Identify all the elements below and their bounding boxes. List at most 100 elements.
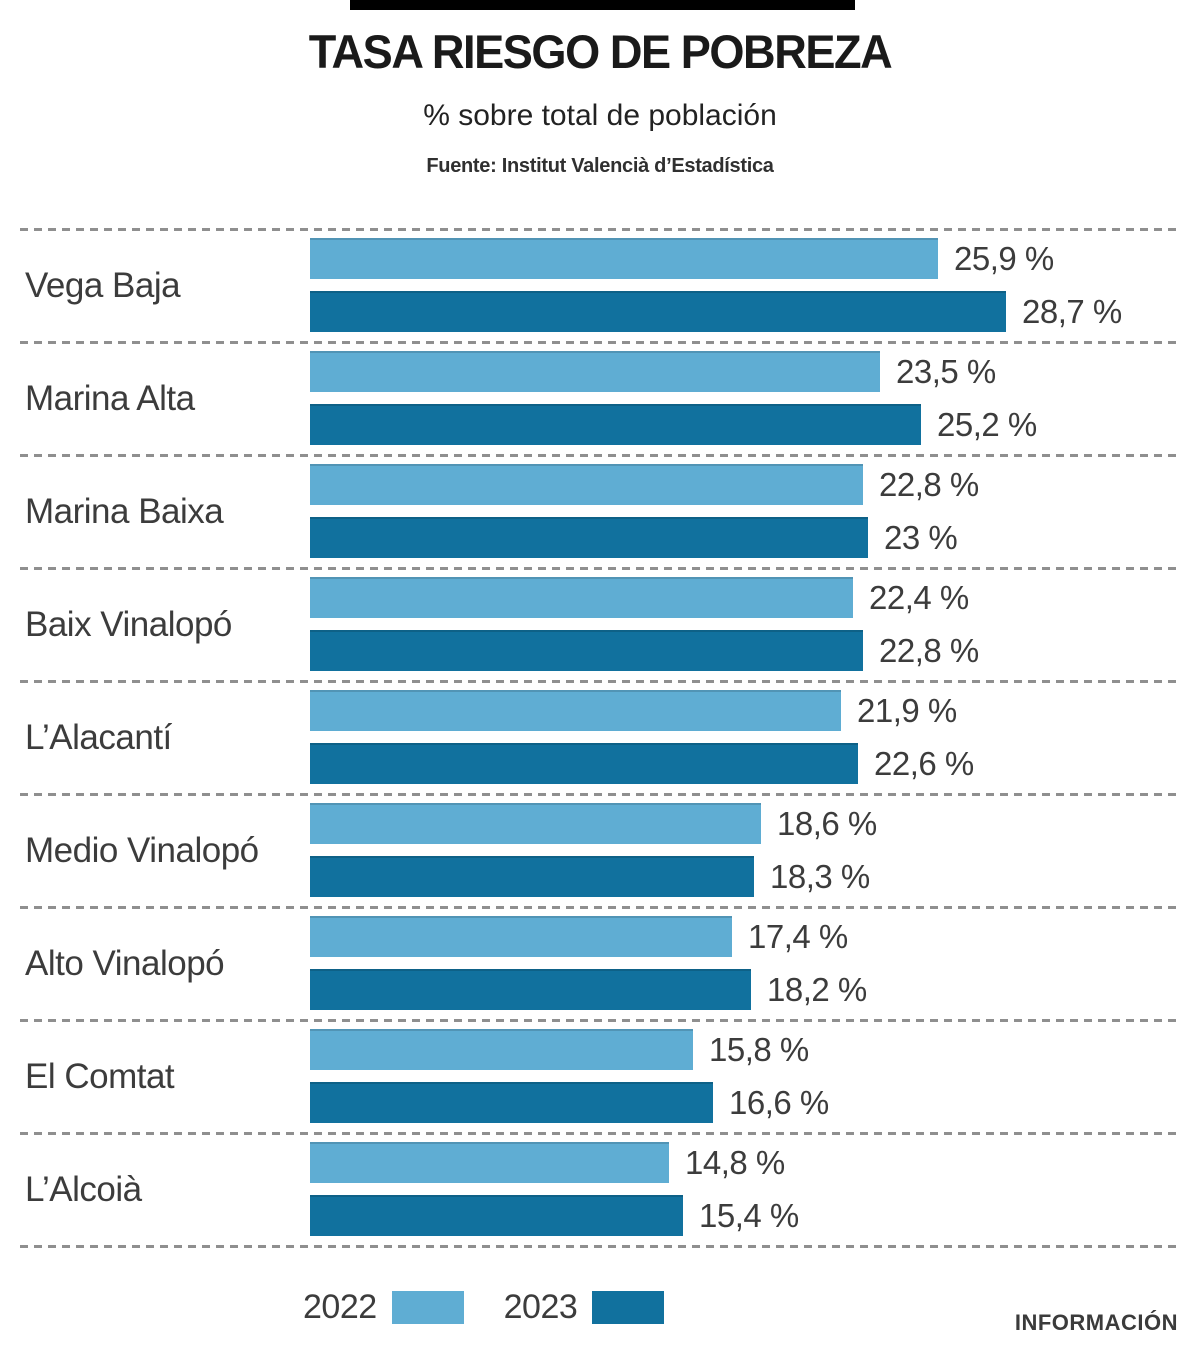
chart-rows: Vega Baja 25,9 % 28,7 % Marina Alta 23,5 % 25… [20, 228, 1180, 1248]
chart-row-7: Alto Vinalopó 17,4 % 18,2 % [20, 909, 1180, 1019]
chart-row-8: El Comtat 15,8 % 16,6 % [20, 1022, 1180, 1132]
category-label: Baix Vinalopó [25, 605, 232, 644]
legend-label-2022: 2022 [303, 1288, 377, 1326]
bar-group: 22,8 % 23 % [310, 464, 979, 558]
bar-group: 15,8 % 16,6 % [310, 1029, 829, 1123]
row-separator [20, 793, 1180, 796]
bar-group: 22,4 % 22,8 % [310, 577, 979, 671]
row-separator [20, 1019, 1180, 1022]
row-separator [20, 1132, 1180, 1135]
chart-row-9: L’Alcoià 14,8 % 15,4 % [20, 1135, 1180, 1245]
bar-line-2022: 17,4 % [310, 916, 867, 957]
value-label-2022: 22,4 % [869, 578, 969, 616]
chart-row-5: L’Alacantí 21,9 % 22,6 % [20, 683, 1180, 793]
bar-2023 [310, 517, 868, 558]
category-label: Alto Vinalopó [25, 944, 225, 983]
legend-label-2023: 2023 [503, 1288, 578, 1326]
bar-2023 [310, 1195, 683, 1236]
chart-row-2: Marina Alta 23,5 % 25,2 % [20, 344, 1180, 454]
bar-group: 25,9 % 28,7 % [310, 238, 1122, 332]
bar-line-2022: 14,8 % [310, 1142, 799, 1183]
bar-line-2022: 22,4 % [310, 577, 979, 618]
bar-2022 [310, 690, 841, 731]
row-separator [20, 341, 1180, 344]
row-separator [20, 228, 1180, 231]
value-label-2022: 17,4 % [748, 917, 848, 955]
row-separator [20, 906, 1180, 909]
row-separator [20, 567, 1180, 570]
chart-legend: 2022 2023 [303, 1288, 665, 1327]
category-label: Medio Vinalopó [25, 831, 259, 870]
value-label-2023: 22,8 % [879, 631, 979, 669]
value-label-2023: 15,4 % [699, 1196, 799, 1234]
bar-2022 [310, 1142, 669, 1183]
category-label: Vega Baja [25, 266, 181, 305]
bar-line-2022: 21,9 % [310, 690, 974, 731]
bar-line-2022: 15,8 % [310, 1029, 829, 1070]
value-label-2022: 25,9 % [954, 239, 1054, 277]
category-label: Marina Alta [25, 379, 195, 418]
bar-2023 [310, 404, 921, 445]
bar-2023 [310, 743, 858, 784]
value-label-2022: 21,9 % [857, 691, 957, 729]
top-crop-bar [350, 0, 855, 10]
value-label-2022: 15,8 % [709, 1030, 809, 1068]
chart-title: TASA RIESGO DE POBREZA [308, 25, 893, 78]
bar-group: 21,9 % 22,6 % [310, 690, 974, 784]
bar-line-2023: 22,8 % [310, 630, 979, 671]
bar-line-2023: 18,2 % [310, 969, 867, 1010]
category-label: El Comtat [25, 1057, 175, 1096]
bar-group: 17,4 % 18,2 % [310, 916, 867, 1010]
value-label-2023: 18,2 % [767, 970, 867, 1008]
row-separator [20, 1245, 1180, 1248]
publisher-brand: INFORMACIÓN [1014, 1310, 1178, 1335]
bar-chart: Vega Baja 25,9 % 28,7 % Marina Alta 23,5 % 25… [20, 228, 1180, 1248]
value-label-2022: 23,5 % [896, 352, 996, 390]
legend-item-2022: 2022 [303, 1288, 464, 1327]
bar-line-2022: 18,6 % [310, 803, 877, 844]
bar-2023 [310, 1082, 713, 1123]
chart-row-6: Medio Vinalopó 18,6 % 18,3 % [20, 796, 1180, 906]
bar-line-2022: 25,9 % [310, 238, 1122, 279]
value-label-2022: 22,8 % [879, 465, 979, 503]
bar-2023 [310, 291, 1006, 332]
bar-line-2023: 15,4 % [310, 1195, 799, 1236]
value-label-2023: 22,6 % [874, 744, 974, 782]
bar-group: 14,8 % 15,4 % [310, 1142, 799, 1236]
value-label-2022: 18,6 % [777, 804, 877, 842]
bar-2023 [310, 969, 751, 1010]
value-label-2023: 16,6 % [729, 1083, 829, 1121]
bar-line-2023: 22,6 % [310, 743, 974, 784]
value-label-2023: 23 % [884, 518, 958, 556]
bar-2022 [310, 464, 863, 505]
legend-swatch-2023 [592, 1291, 665, 1324]
bar-2022 [310, 803, 761, 844]
bar-line-2022: 22,8 % [310, 464, 979, 505]
bar-line-2023: 23 % [310, 517, 979, 558]
value-label-2023: 28,7 % [1022, 292, 1122, 330]
bar-2023 [310, 630, 863, 671]
category-label: L’Alacantí [25, 718, 172, 757]
chart-subtitle: % sobre total de población [423, 99, 777, 132]
bar-2022 [310, 1029, 693, 1070]
bar-line-2023: 18,3 % [310, 856, 877, 897]
bar-2022 [310, 238, 938, 279]
bar-group: 18,6 % 18,3 % [310, 803, 877, 897]
legend-item-2023: 2023 [504, 1288, 665, 1327]
bar-2023 [310, 856, 754, 897]
chart-header: TASA RIESGO DE POBREZA % sobre total de … [0, 0, 1200, 178]
bar-2022 [310, 916, 732, 957]
bar-line-2023: 16,6 % [310, 1082, 829, 1123]
bar-2022 [310, 577, 853, 618]
chart-row-1: Vega Baja 25,9 % 28,7 % [20, 231, 1180, 341]
value-label-2022: 14,8 % [685, 1143, 785, 1181]
bar-line-2023: 25,2 % [310, 404, 1037, 445]
chart-source: Fuente: Institut Valencià d’Estadística [426, 155, 774, 177]
category-label: Marina Baixa [25, 492, 224, 531]
bar-2022 [310, 351, 880, 392]
category-label: L’Alcoià [25, 1170, 142, 1209]
value-label-2023: 18,3 % [770, 857, 870, 895]
bar-line-2023: 28,7 % [310, 291, 1122, 332]
bar-group: 23,5 % 25,2 % [310, 351, 1037, 445]
value-label-2023: 25,2 % [937, 405, 1037, 443]
